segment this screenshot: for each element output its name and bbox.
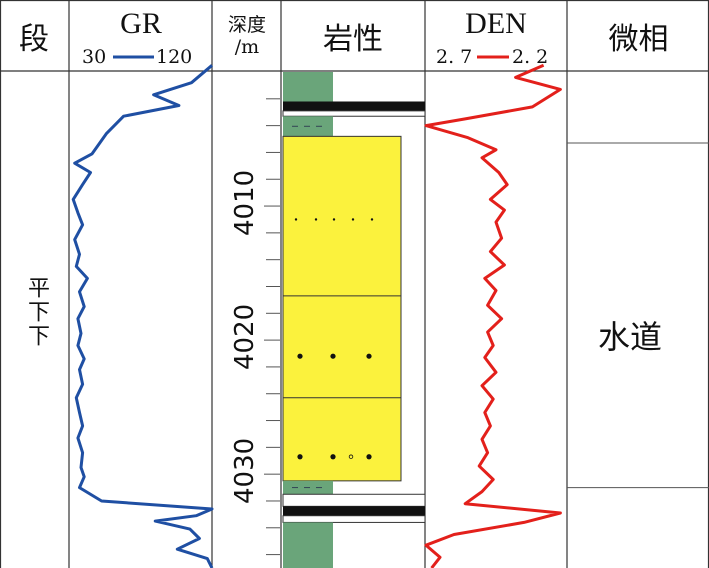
segment-header: 段 [19,22,49,57]
sand-ring [348,454,354,459]
litho-blank-2 [282,110,426,117]
gr-scale-min: 30 [82,46,107,68]
facies-header: 微相 [608,22,669,57]
sand-dot [351,218,355,221]
sand-dot [366,353,372,359]
sand-dot [294,218,298,221]
depth-ticks [264,98,280,556]
sand-dot [297,454,303,460]
depth-tick-label: 4010 [230,169,260,237]
litho-mudstone-9 [283,522,333,568]
depth-header-line2: /m [234,36,260,58]
sand-dot [366,454,372,460]
segment-label: 平下下 [24,276,49,348]
log-curves [71,63,562,568]
litho-blank-6 [282,493,426,507]
lithology-header: 岩性 [323,22,383,57]
gr-scale-max: 120 [156,46,193,68]
litho-calcareous-1 [283,101,425,111]
den-scale-left: 2. 7 [436,46,473,68]
lithology-column [282,72,426,568]
sand-dot [330,454,336,460]
facies-label: 水道 [598,318,663,356]
sand-dot [370,218,374,221]
facies-boundaries [567,142,709,489]
litho-blank-8 [282,515,426,523]
den-curve [424,63,562,568]
sand-dot [330,353,336,359]
litho-sandstone [282,135,402,482]
den-header: DEN [465,7,527,40]
sand-dot [314,218,318,221]
depth-header: 深度 /m [214,6,280,66]
den-scale-right: 2. 2 [512,46,549,68]
depth-header-line1: 深度 [227,14,266,36]
gr-header: GR [120,7,162,40]
depth-tick-label: 4030 [230,437,260,505]
gr-curve [71,64,214,568]
sand-dot [297,353,303,359]
depth-tick-label: 4020 [230,303,260,371]
sand-dot [332,218,336,221]
litho-calcareous-7 [283,506,425,516]
litho-mudstone-0 [283,72,333,102]
